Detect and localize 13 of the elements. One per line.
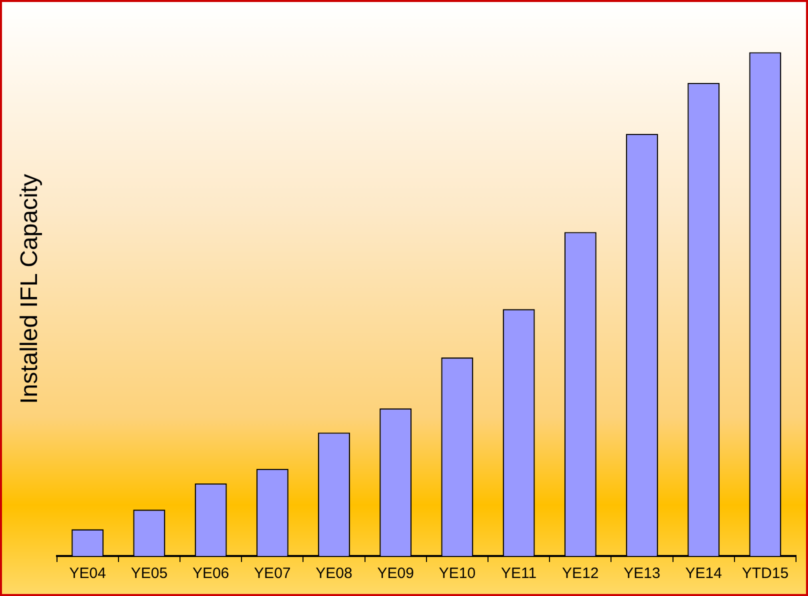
x-tick-label: YE11 [501,565,537,582]
x-tick-label: YE09 [377,565,414,582]
x-tick-label: YE04 [69,565,106,582]
x-tick-label: YE12 [562,565,599,582]
y-axis-title: Installed IFL Capacity [16,174,44,404]
x-tick-label: YTD15 [742,565,789,582]
x-tick-label: YE14 [685,565,722,582]
x-tick-label: YE05 [130,565,168,582]
x-tick-label: YE08 [316,565,352,582]
x-tick-label: YE06 [192,565,230,582]
x-tick-label: YE07 [254,565,291,582]
x-tick-label: YE10 [438,565,476,582]
x-tick-label: YE13 [624,565,660,582]
